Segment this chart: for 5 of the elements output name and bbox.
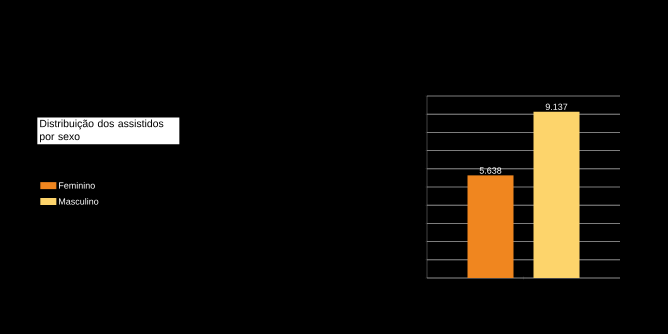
data-label: 5.638: [480, 167, 502, 174]
legend-label: Feminino: [59, 182, 95, 189]
text: Distribuição dos assistidos por sexo: [40, 120, 164, 142]
legend-label: Masculino: [59, 198, 98, 205]
data-label: 9.137: [546, 104, 568, 110]
